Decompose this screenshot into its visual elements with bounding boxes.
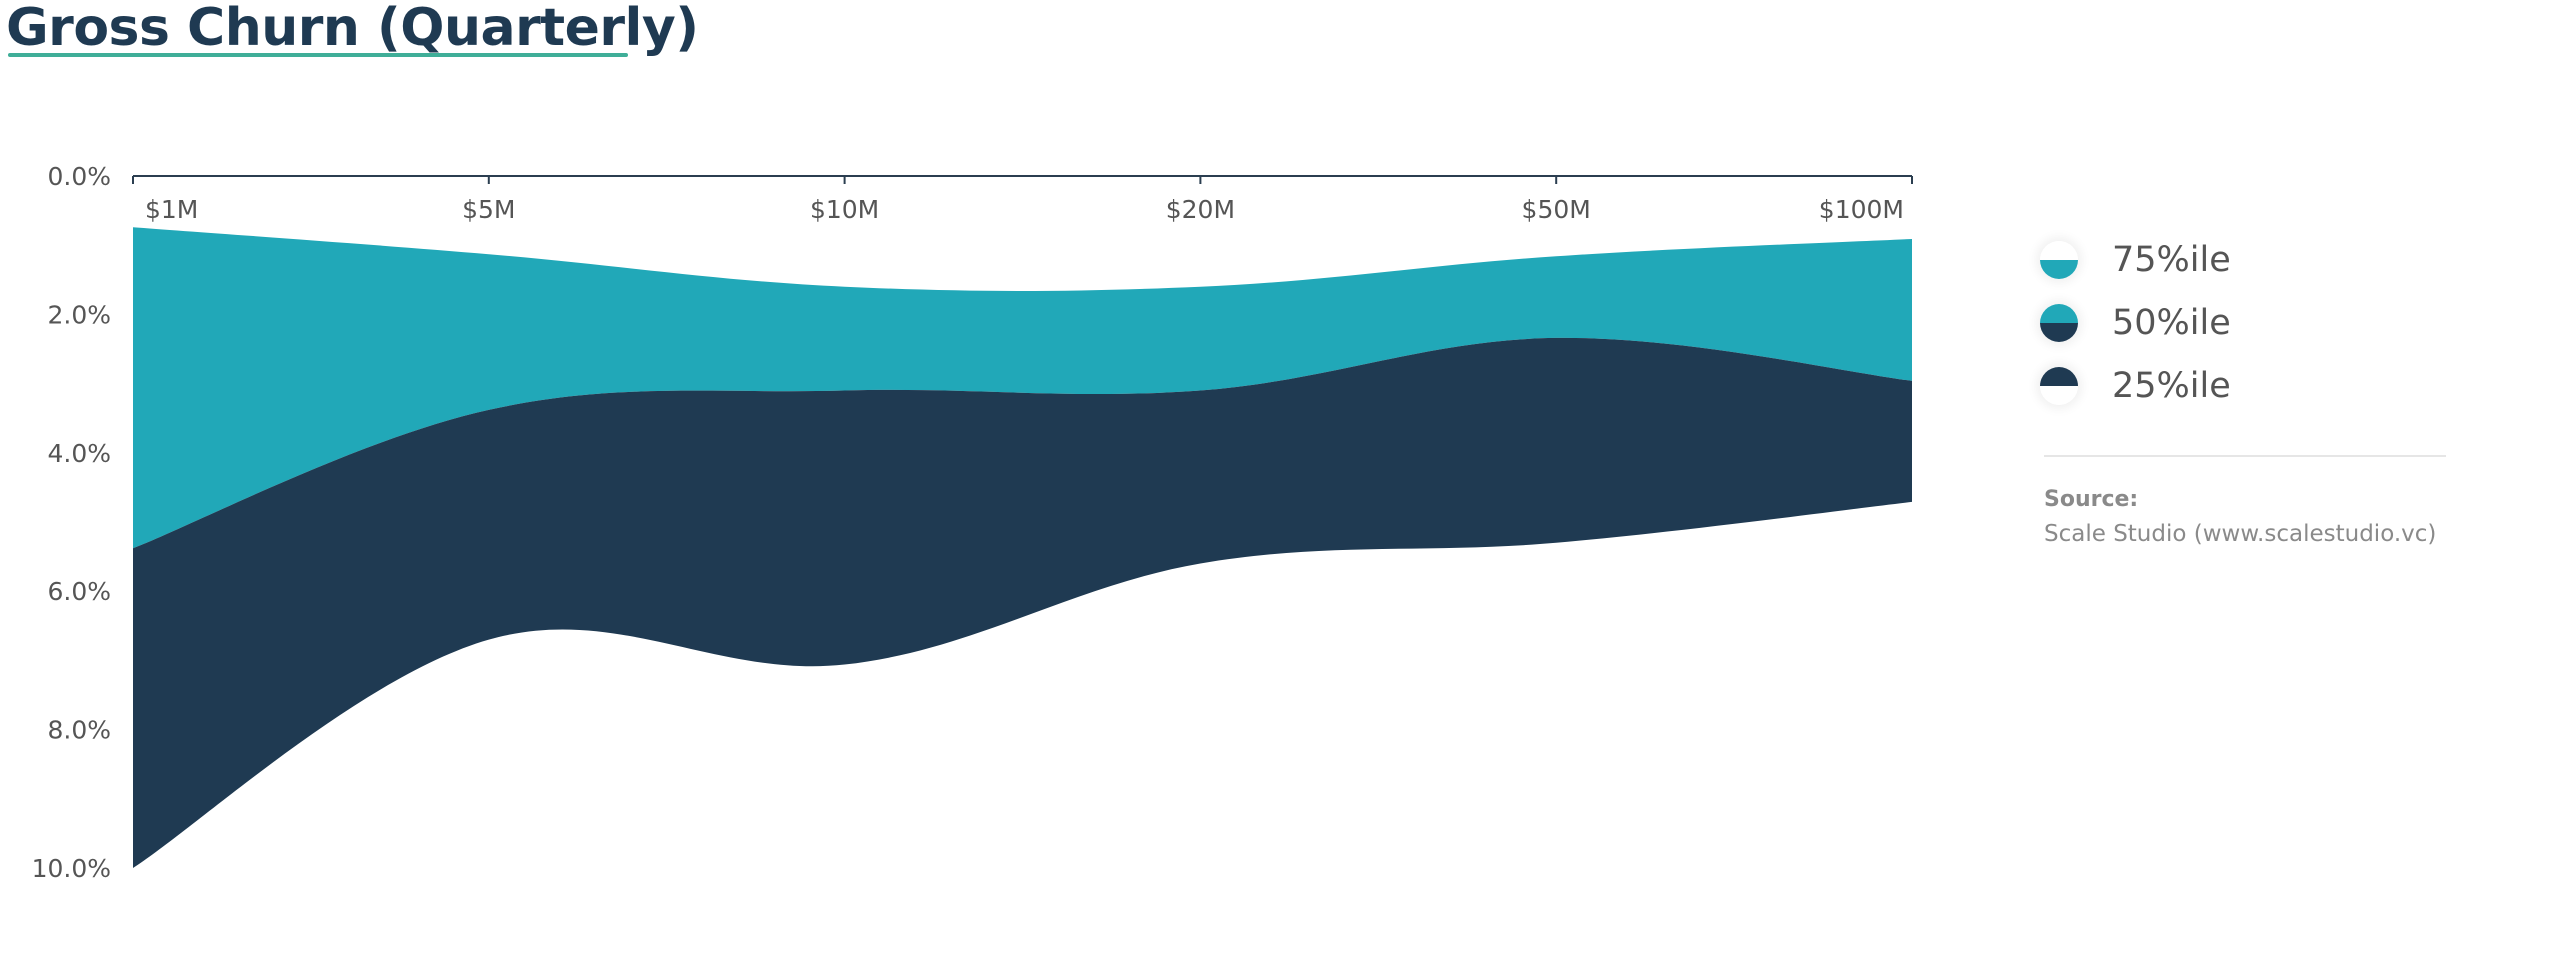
legend-label: 25%ile xyxy=(2112,365,2231,406)
swatch-bottom xyxy=(2040,385,2078,405)
y-tick-label: 4.0% xyxy=(47,439,111,468)
legend-item-75[interactable]: 75%ile xyxy=(2040,228,2231,291)
source-text: Scale Studio (www.scalestudio.vc) xyxy=(2044,521,2437,547)
swatch-top xyxy=(2040,366,2078,386)
swatch-bottom xyxy=(2040,259,2078,279)
band-75-50 xyxy=(133,227,1912,549)
legend-label: 50%ile xyxy=(2112,302,2231,343)
band-50-25 xyxy=(133,337,1912,868)
y-tick-label: 6.0% xyxy=(47,577,111,606)
legend-swatch-25-icon xyxy=(2040,366,2078,405)
x-tick-label: $50M xyxy=(1522,195,1591,224)
source-label: Source: xyxy=(2044,487,2139,512)
y-tick-label: 0.0% xyxy=(47,162,111,191)
churn-area-chart: 0.0% 2.0% 4.0% 6.0% 8.0% 10.0% $1M $5M $10M $20M… xyxy=(32,162,1913,883)
x-tick-label: $5M xyxy=(462,195,515,224)
legend-item-25[interactable]: 25%ile xyxy=(2040,354,2231,417)
legend-swatch-75-icon xyxy=(2040,240,2078,279)
x-axis xyxy=(132,175,1913,184)
legend-item-50[interactable]: 50%ile xyxy=(2040,291,2231,354)
legend-swatch-50-icon xyxy=(2040,303,2078,342)
chart-bands xyxy=(133,227,1912,868)
swatch-top xyxy=(2040,240,2078,260)
y-tick-label: 8.0% xyxy=(47,716,111,745)
swatch-bottom xyxy=(2040,322,2078,342)
x-tick-label: $10M xyxy=(810,195,879,224)
page-title: Gross Churn (Quarterly) xyxy=(6,0,699,58)
y-tick-label: 10.0% xyxy=(32,854,111,883)
legend: 75%ile 50%ile 25%ile xyxy=(2040,228,2231,417)
y-tick-label: 2.0% xyxy=(47,300,111,329)
swatch-top xyxy=(2040,303,2078,323)
x-tick-label: $20M xyxy=(1166,195,1235,224)
x-tick-label: $100M xyxy=(1819,195,1904,224)
title-underline xyxy=(8,53,628,57)
legend-divider xyxy=(2044,455,2446,457)
x-axis-ticks: $1M $5M $10M $20M $50M $100M xyxy=(145,195,1904,224)
x-tick-label: $1M xyxy=(145,195,198,224)
y-axis-ticks: 0.0% 2.0% 4.0% 6.0% 8.0% 10.0% xyxy=(32,162,111,883)
legend-label: 75%ile xyxy=(2112,239,2231,280)
